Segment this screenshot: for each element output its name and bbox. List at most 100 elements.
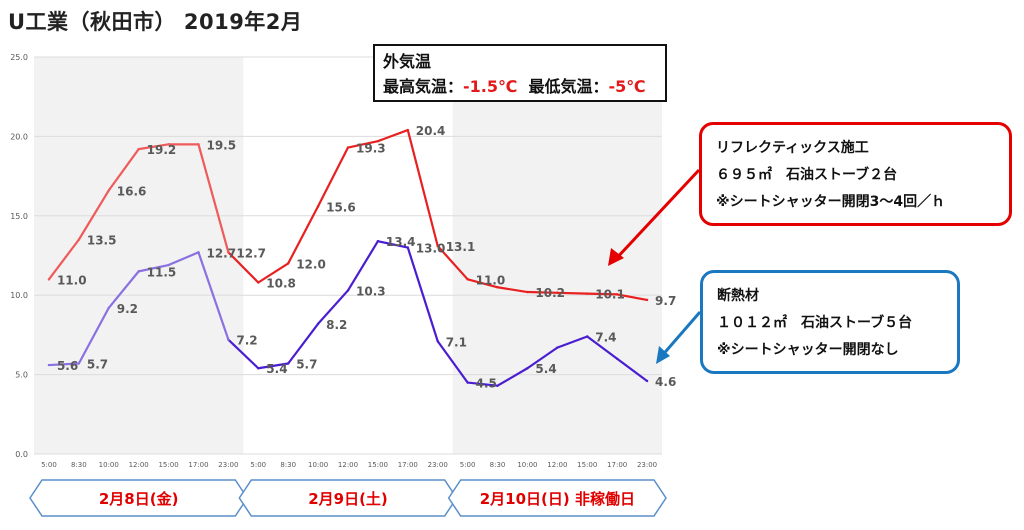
series-blue-segment — [526, 346, 559, 370]
series-blue-point — [137, 270, 140, 273]
series-blue-segment — [586, 335, 619, 360]
data-label-red: 19.2 — [147, 143, 177, 157]
data-label-red: 12.7 — [236, 246, 266, 260]
data-label-blue: 11.5 — [147, 265, 177, 279]
series-blue-segment — [167, 251, 200, 267]
x-tick-label: 12:00 — [547, 461, 567, 469]
x-tick-label: 8:30 — [280, 461, 296, 469]
reflectix-callout-line3: ※シートシャッター開閉3〜4回／ｈ — [716, 194, 946, 210]
data-label-red: 13.5 — [87, 234, 117, 248]
series-red-point — [556, 291, 559, 295]
series-blue-segment — [466, 381, 499, 387]
series-red-segment — [496, 286, 529, 294]
insulation-callout: 断熱材 １０１２㎡ 石油ストーブ５台 ※シートシャッター開閉なし — [700, 270, 960, 374]
min-temp-label: 最低気温： — [528, 77, 609, 96]
x-tick-label: 23:00 — [218, 461, 238, 469]
y-tick-label: 15.0 — [10, 212, 28, 221]
series-blue-point — [47, 363, 51, 367]
data-label-red: 10.8 — [266, 276, 296, 290]
series-red-segment — [406, 128, 439, 248]
data-label-red: 10.1 — [595, 288, 625, 302]
data-label-red: 19.3 — [356, 142, 386, 156]
y-tick-label: 20.0 — [10, 132, 28, 141]
series-blue-segment — [346, 240, 380, 292]
reflectix-callout-line2: ６９５㎡ 石油ストーブ２台 — [716, 167, 898, 183]
series-blue-segment — [616, 357, 649, 383]
day-label: 2月8日(金) — [99, 490, 179, 508]
reflectix-callout: リフレクティックス施工 ６９５㎡ 石油ストーブ２台 ※シートシャッター開閉3〜4… — [699, 122, 1012, 226]
series-red-point — [496, 286, 499, 289]
series-blue-point — [466, 381, 469, 384]
data-label-blue: 13.4 — [386, 235, 416, 249]
insulation-callout-line3: ※シートシャッター開閉なし — [717, 342, 899, 358]
series-blue-point — [257, 367, 260, 370]
series-red-point — [645, 298, 649, 302]
series-red-segment — [257, 262, 290, 284]
data-label-red: 16.6 — [117, 184, 147, 198]
series-red-segment — [346, 140, 380, 149]
series-red-point — [107, 189, 110, 192]
series-blue-point — [436, 340, 439, 343]
series-blue-point — [77, 362, 81, 365]
series-red-segment — [77, 189, 110, 241]
data-label-blue: 10.3 — [356, 284, 386, 298]
day-label: 2月9日(土) — [308, 490, 388, 508]
data-label-blue: 5.6 — [57, 359, 78, 373]
data-label-blue: 5.4 — [266, 362, 287, 376]
series-blue-segment — [137, 263, 170, 273]
data-label-red: 10.2 — [535, 286, 565, 300]
series-red-segment — [616, 293, 649, 302]
outdoor-temperature-box: 外気温 最高気温：-1.5℃ 最低気温：-5℃ — [373, 44, 667, 102]
data-label-blue: 13.0 — [416, 242, 446, 256]
series-red-point — [137, 147, 140, 151]
x-axis-ticks: 5:00 8:30 10:00 12:00 15:00 17:00 23:00 5:00 8:3… — [41, 461, 657, 469]
series-blue-segment — [556, 335, 589, 349]
data-label-blue: 4.5 — [476, 377, 497, 391]
series-red-segment — [227, 251, 260, 284]
series-blue-point — [286, 362, 290, 365]
data-label-red: 13.1 — [446, 240, 476, 254]
data-label-red: 19.5 — [206, 138, 236, 152]
day-label: 2月10日(日) 非稼働日 — [480, 490, 635, 508]
data-label-blue: 8.2 — [326, 318, 347, 332]
data-label-blue: 5.4 — [535, 362, 556, 376]
series-blue-point — [227, 338, 230, 341]
series-blue-segment — [107, 270, 140, 310]
series-red-segment — [556, 291, 589, 295]
x-tick-label: 15:00 — [368, 461, 388, 469]
day-bands — [34, 57, 662, 454]
x-tick-label: 17:00 — [607, 461, 627, 469]
series-red-point — [77, 238, 81, 241]
data-label-red: 20.4 — [416, 124, 446, 138]
day-arrow-icon — [447, 479, 667, 517]
series-blue-segment — [287, 322, 320, 365]
series-blue-point — [556, 346, 559, 349]
data-label-blue: 4.6 — [655, 375, 676, 389]
data-label-blue: 5.7 — [87, 357, 108, 371]
series-red-point — [316, 205, 320, 208]
day-arrows: 2月8日(金) 2月9日(土) 2月10日(日) 非稼働日 — [29, 479, 667, 517]
x-tick-label: 8:30 — [490, 461, 506, 469]
series-red-point — [257, 281, 260, 284]
series-red-segment — [316, 146, 350, 208]
series-blue-segment — [197, 251, 230, 341]
blue-arrowhead-icon — [656, 346, 670, 364]
series-blue-point — [316, 322, 320, 325]
red-callout-arrow-icon — [611, 168, 701, 264]
x-tick-label: 5:00 — [41, 461, 57, 469]
series-red-point — [167, 143, 170, 146]
y-axis-ticks: 0.0 5.0 10.0 15.0 20.0 25.0 — [10, 53, 28, 459]
series-blue-segment — [436, 340, 469, 384]
data-label-red: 12.0 — [296, 257, 326, 271]
data-label-blue: 7.4 — [595, 330, 616, 344]
x-tick-label: 5:00 — [250, 461, 266, 469]
series-red-segment — [287, 205, 320, 265]
x-tick-label: 10:00 — [517, 461, 537, 469]
series-blue-point — [107, 306, 110, 310]
outdoor-temp-heading: 外気温 — [383, 52, 432, 71]
series-blue-point — [526, 367, 529, 370]
outdoor-temp-values: 最高気温：-1.5℃ 最低気温：-5℃ — [383, 74, 657, 99]
day-band — [452, 57, 662, 454]
series-blue-point — [645, 379, 649, 383]
